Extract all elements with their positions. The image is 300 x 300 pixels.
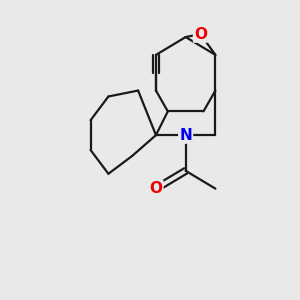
Text: O: O — [149, 181, 162, 196]
Text: N: N — [179, 128, 192, 142]
Text: O: O — [194, 27, 207, 42]
